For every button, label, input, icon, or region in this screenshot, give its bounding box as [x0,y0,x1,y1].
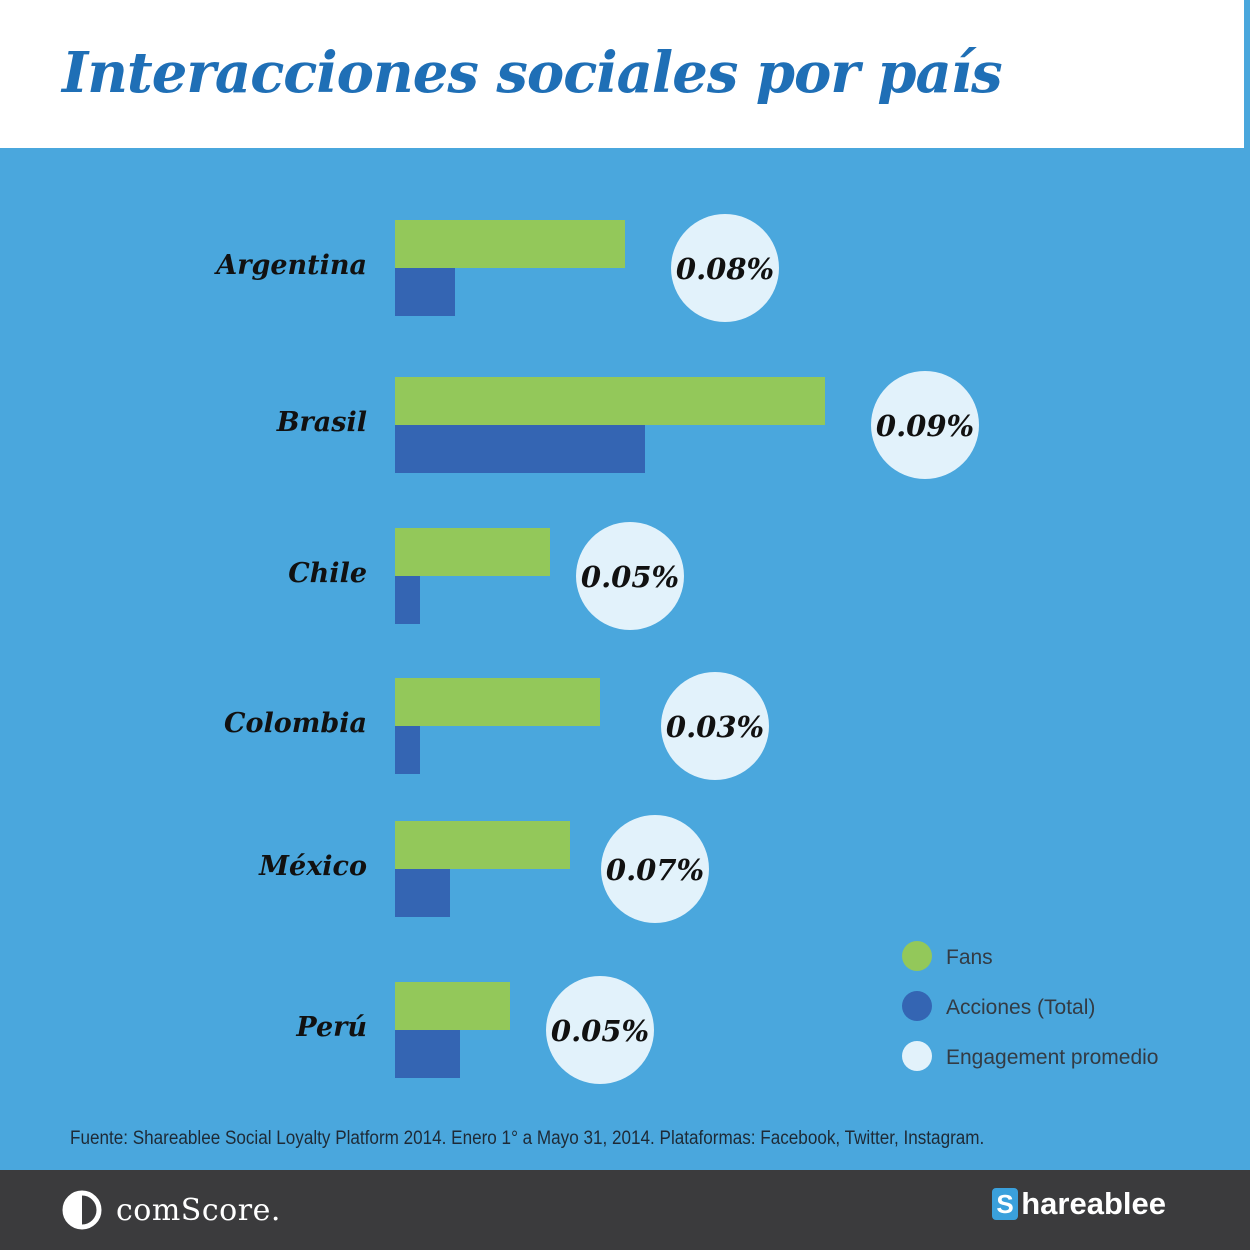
svg-text:S: S [997,1189,1014,1219]
category-label-colombia: Colombia [224,708,367,739]
shareablee-wordmark: hareablee [1021,1186,1166,1221]
engagement-bubble-chile [576,522,684,630]
engagement-label-mexico: 0.07% [606,853,704,887]
engagement-bubble-argentina [671,214,779,322]
bar-fans-peru [395,982,510,1030]
bar-acciones-total--mexico [395,869,450,917]
category-label-chile: Chile [288,558,367,589]
bar-fans-colombia [395,678,600,726]
bar-acciones-total--argentina [395,268,455,316]
engagement-label-colombia: 0.03% [666,710,764,744]
comscore-logo-icon [62,1190,102,1230]
legend-swatch-fans [902,941,932,971]
category-label-brasil: Brasil [276,407,367,438]
bar-acciones-total--colombia [395,726,420,774]
legend: Fans Acciones (Total) Engagement promedio [902,941,1158,1071]
engagement-label-chile: 0.05% [581,560,679,594]
header: Interacciones sociales por país [0,0,1250,148]
shareablee-logo: S hareablee [992,1186,1166,1222]
bar-acciones-total--brasil [395,425,645,473]
footer [0,1170,1250,1250]
comscore-wordmark: comScore. [116,1192,281,1228]
engagement-bubble-mexico [601,815,709,923]
shareablee-logo-icon: S [992,1188,1019,1220]
engagement-bubble-peru [546,976,654,1084]
page-title: Interacciones sociales por país [62,40,1003,106]
engagement-bubbles-layer: 0.08% 0.09% 0.05% 0.03% 0.07% 0.05% [546,214,979,1084]
engagement-bubble-brasil [871,371,979,479]
bar-acciones-total--chile [395,576,420,624]
legend-label-acciones-total-: Acciones (Total) [946,996,1095,1019]
bar-chart: Argentina Brasil Chile Colombia México Perú 0… [213,214,1158,1084]
source-note: Fuente: Shareablee Social Loyalty Platfo… [70,1128,985,1149]
bar-fans-chile [395,528,550,576]
bar-fans-mexico [395,821,570,869]
legend-swatch-engagement-promedio [902,1041,932,1071]
engagement-bubble-colombia [661,672,769,780]
comscore-logo: comScore. [62,1190,281,1230]
engagement-label-peru: 0.05% [551,1014,649,1048]
engagement-label-argentina: 0.08% [676,252,774,286]
legend-label-engagement-promedio: Engagement promedio [946,1046,1158,1069]
legend-label-fans: Fans [946,946,993,969]
bar-fans-argentina [395,220,625,268]
bars-layer [395,220,825,1078]
engagement-label-brasil: 0.09% [876,409,974,443]
category-label-argentina: Argentina [213,250,367,281]
bar-fans-brasil [395,377,825,425]
legend-swatch-acciones-total- [902,991,932,1021]
bar-acciones-total--peru [395,1030,460,1078]
category-labels-layer: Argentina Brasil Chile Colombia México Perú [213,250,367,1043]
category-label-mexico: México [258,851,367,882]
header-edge [1244,0,1250,148]
category-label-peru: Perú [295,1012,367,1043]
